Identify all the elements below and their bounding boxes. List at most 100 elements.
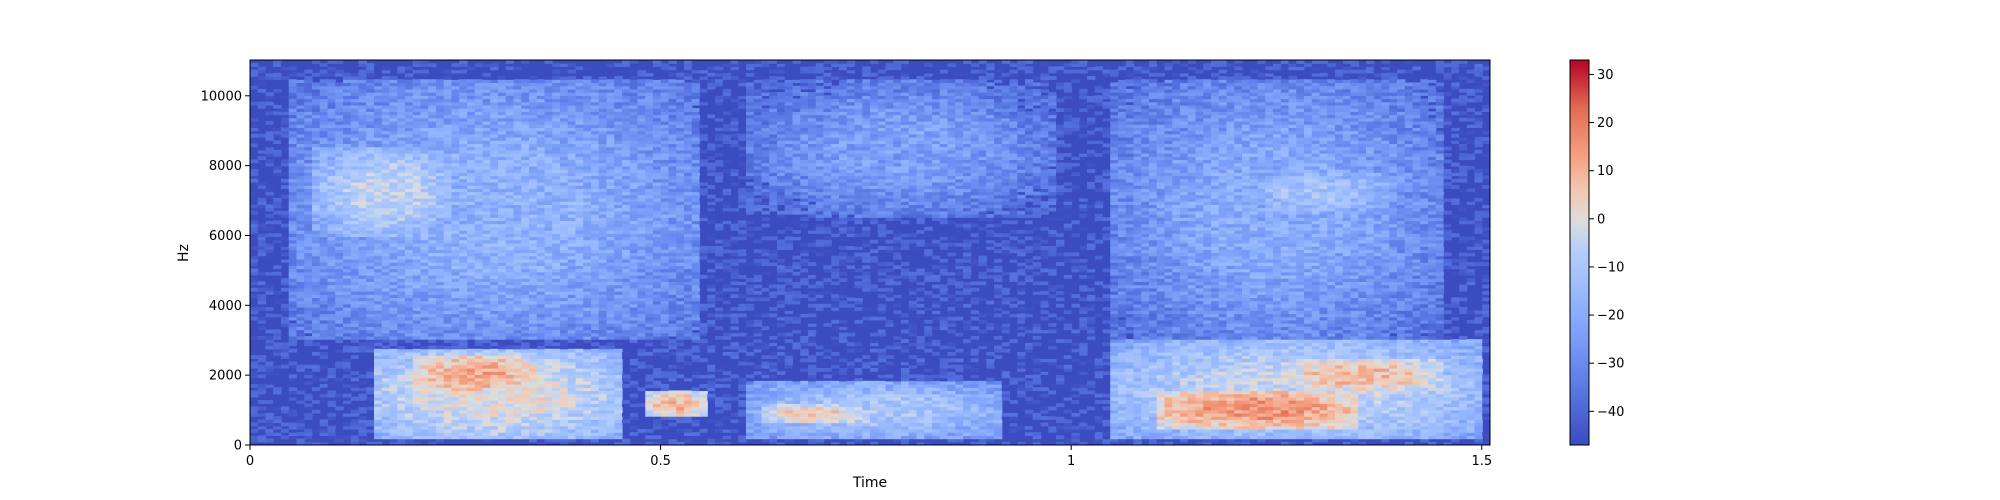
spectrogram-cell <box>350 326 360 331</box>
spectrogram-cell <box>257 412 267 417</box>
spectrogram-cell <box>296 194 305 199</box>
spectrogram-cell <box>327 307 336 311</box>
spectrogram-cell <box>358 348 367 353</box>
spectrogram-cell <box>296 368 305 372</box>
spectrogram-cell <box>374 220 383 225</box>
spectrogram-cell <box>405 345 414 350</box>
spectrogram-cell <box>358 127 367 132</box>
spectrogram-cell <box>288 428 298 433</box>
spectrogram-cell <box>288 181 298 186</box>
spectrogram-cell <box>358 284 367 289</box>
spectrogram-cell <box>273 300 282 305</box>
spectrogram-cell <box>319 313 329 318</box>
spectrogram-cell <box>389 323 398 327</box>
spectrogram-cell <box>335 159 344 164</box>
spectrogram-cell <box>350 268 360 273</box>
spectrogram-cell <box>335 108 344 112</box>
spectrogram-cell <box>350 82 360 87</box>
spectrogram-cell <box>319 345 329 350</box>
spectrogram-cell <box>358 268 367 273</box>
spectrogram-cell <box>304 287 313 292</box>
spectrogram-cell <box>327 425 336 430</box>
spectrogram-cell <box>288 223 298 228</box>
spectrogram-cell <box>381 274 391 279</box>
spectrogram-cell <box>358 255 367 260</box>
spectrogram-cell <box>350 348 360 353</box>
spectrogram-cell <box>296 291 305 295</box>
spectrogram-cell <box>319 223 329 228</box>
spectrogram-cell <box>319 361 329 366</box>
spectrogram-cell <box>381 271 391 276</box>
spectrogram-cell <box>343 300 352 305</box>
spectrogram-cell <box>288 114 298 119</box>
spectrogram-cell <box>281 371 290 376</box>
spectrogram-cell <box>319 291 329 295</box>
spectrogram-cell <box>312 332 321 337</box>
spectrogram-cell <box>350 233 360 238</box>
spectrogram-cell <box>358 428 367 433</box>
spectrogram-cell <box>389 242 398 247</box>
spectrogram-cell <box>335 101 344 106</box>
spectrogram-cell <box>312 239 321 244</box>
spectrogram-cell <box>343 278 352 282</box>
spectrogram-cell <box>296 268 305 273</box>
spectrogram-cell <box>281 348 290 353</box>
spectrogram-cell <box>389 76 398 80</box>
spectrogram-cell <box>366 274 375 279</box>
spectrogram-cell <box>265 172 274 177</box>
spectrogram-cell <box>350 63 360 68</box>
spectrogram-cell <box>366 335 375 340</box>
spectrogram-cell <box>366 181 375 186</box>
spectrogram-cell <box>281 194 290 199</box>
spectrogram-cell <box>374 319 383 324</box>
spectrogram-cell <box>358 416 367 420</box>
spectrogram-cell <box>250 294 259 299</box>
spectrogram-cell <box>304 226 313 231</box>
spectrogram-cell <box>296 220 305 225</box>
spectrogram-cell <box>288 92 298 96</box>
spectrogram-cell <box>273 416 282 420</box>
spectrogram-cell <box>319 226 329 231</box>
spectrogram-cell <box>343 412 352 417</box>
spectrogram-cell <box>389 342 398 347</box>
spectrogram-cell <box>296 72 305 77</box>
spectrogram-cell <box>304 432 313 436</box>
spectrogram-cell <box>304 169 313 173</box>
spectrogram-cell <box>374 185 383 189</box>
spectrogram-cell <box>319 438 329 443</box>
spectrogram-cell <box>335 291 344 295</box>
spectrogram-cell <box>273 332 282 337</box>
spectrogram-cell <box>296 159 305 164</box>
spectrogram-cell <box>265 137 274 141</box>
spectrogram-cell <box>296 278 305 282</box>
spectrogram-cell <box>335 153 344 157</box>
spectrogram-cell <box>265 233 274 238</box>
spectrogram-cell <box>312 82 321 87</box>
spectrogram-cell <box>304 201 313 205</box>
spectrogram-cell <box>358 441 367 445</box>
spectrogram-cell <box>273 335 282 340</box>
spectrogram-cell <box>296 120 305 125</box>
spectrogram-cell <box>366 230 375 234</box>
spectrogram-cell <box>296 265 305 270</box>
spectrogram-cell <box>281 351 290 356</box>
spectrogram-cell <box>304 127 313 132</box>
spectrogram-cell <box>296 230 305 234</box>
spectrogram-cell <box>327 194 336 199</box>
spectrogram-cell <box>257 281 267 286</box>
spectrogram-cell <box>288 409 298 414</box>
spectrogram-cell <box>350 271 360 276</box>
spectrogram-cell <box>350 364 360 369</box>
spectrogram-cell <box>366 185 375 189</box>
spectrogram-cell <box>443 69 453 74</box>
spectrogram-cell <box>381 120 391 125</box>
spectrogram-cell <box>350 361 360 366</box>
spectrogram-cell <box>319 303 329 308</box>
spectrogram-cell <box>350 303 360 308</box>
spectrogram-cell <box>374 114 383 119</box>
spectrogram-cell <box>335 143 344 148</box>
spectrogram-cell <box>335 165 344 170</box>
spectrogram-cell <box>343 329 352 334</box>
spectrogram-cell <box>490 348 499 353</box>
spectrogram-cell <box>319 120 329 125</box>
